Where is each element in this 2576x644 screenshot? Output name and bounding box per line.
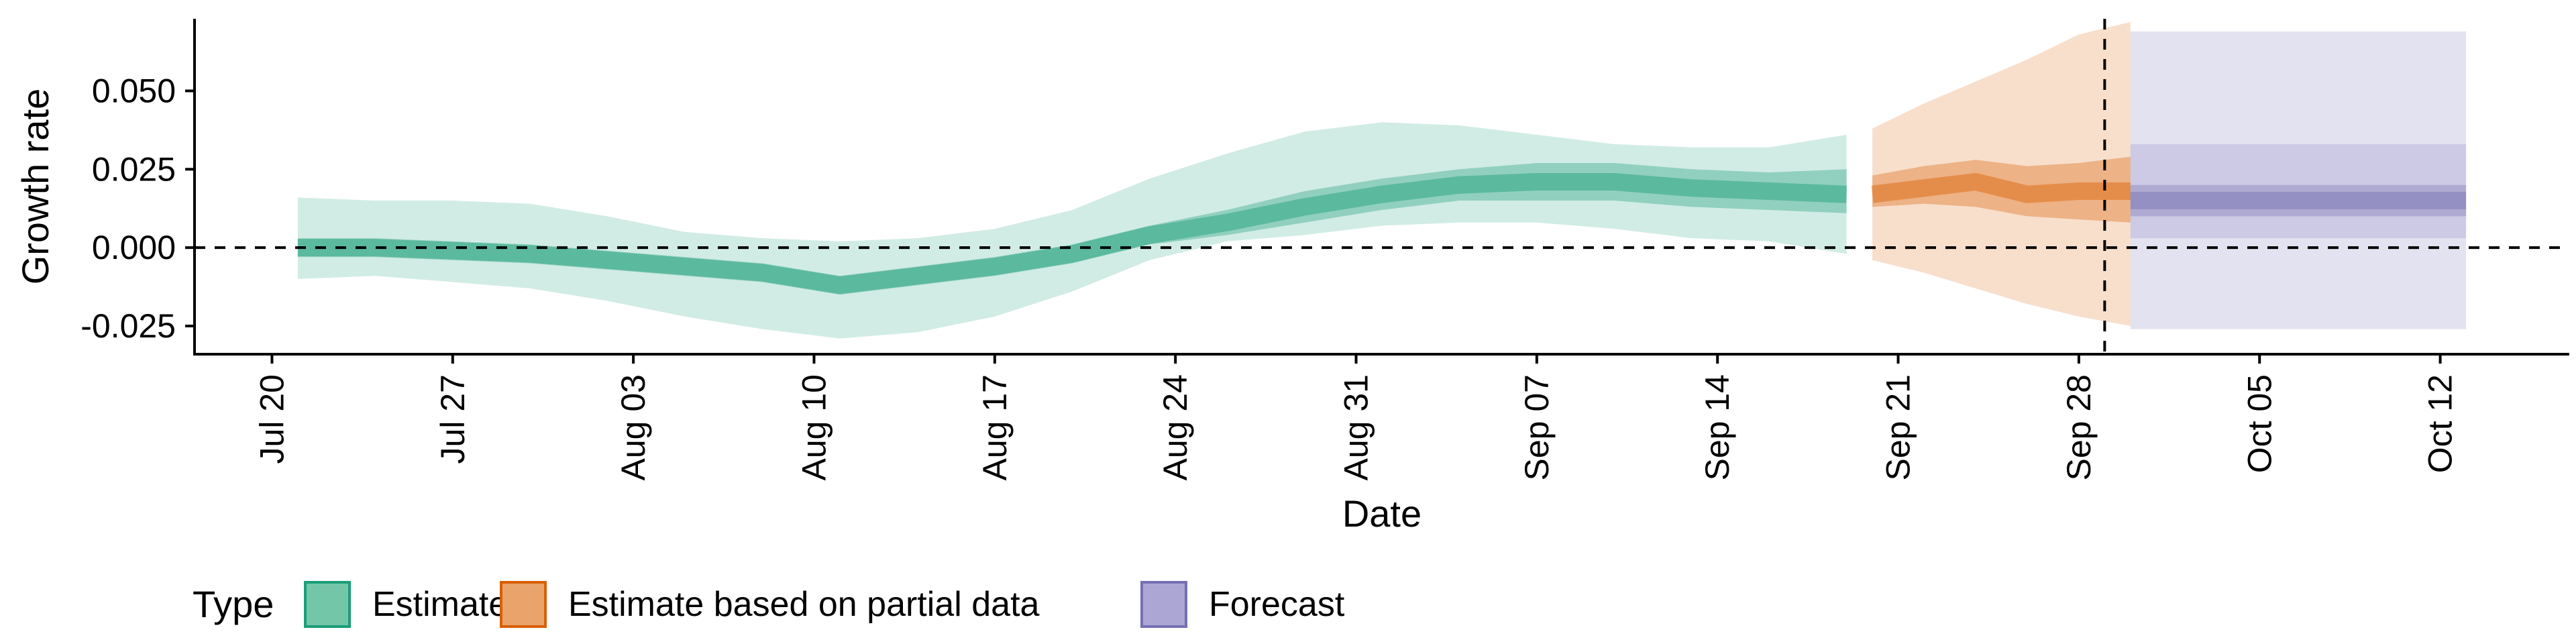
x-axis-title: Date — [1342, 492, 1421, 535]
legend-title: Type — [193, 583, 274, 625]
x-tick-label: Jul 27 — [434, 374, 472, 464]
y-tick-label: 0.050 — [92, 72, 176, 109]
x-tick-label: Aug 10 — [795, 374, 833, 480]
x-tick-label: Aug 24 — [1157, 374, 1194, 480]
x-tick-label: Sep 07 — [1518, 374, 1556, 480]
x-tick-label: Sep 14 — [1699, 374, 1736, 480]
forecast-90-band — [2130, 144, 2467, 239]
forecast-outer-band — [2130, 31, 2467, 329]
x-tick-label: Sep 21 — [1880, 374, 1917, 480]
x-tick-label: Aug 31 — [1338, 374, 1375, 480]
legend-swatch — [304, 581, 351, 628]
legend-label: Estimate — [372, 585, 508, 624]
x-tick-label: Oct 05 — [2241, 374, 2278, 473]
estimate-90-band — [297, 122, 1847, 339]
x-tick-label: Sep 28 — [2060, 374, 2098, 480]
legend-label: Forecast — [1209, 585, 1345, 624]
legend-swatch — [1140, 581, 1187, 628]
y-tick-label: 0.025 — [92, 150, 176, 188]
y-tick-label: 0.000 — [92, 229, 176, 266]
legend-label: Estimate based on partial data — [568, 585, 1040, 624]
estimate-based-on-partial-data-90-band — [1872, 21, 2131, 326]
estimate-based-on-partial-data-median-line — [1871, 173, 2131, 203]
labels-layer: Growth rate Date — [14, 89, 1421, 535]
axes-layer: -0.025 0.000 0.025 0.050 Jul 20 Jul 27 Aug 03 A… — [80, 19, 2569, 480]
reference-lines-layer — [195, 19, 2569, 354]
estimate-50-band — [297, 163, 1847, 295]
estimate-median-line — [297, 173, 1847, 294]
y-axis-title: Growth rate — [14, 89, 56, 285]
bands-layer — [297, 21, 2467, 339]
x-tick-label: Aug 03 — [614, 374, 652, 480]
estimate-based-on-partial-data-50-band — [1872, 156, 2131, 223]
forecast-50-band — [2130, 184, 2467, 217]
x-tick-label: Jul 20 — [253, 374, 290, 464]
x-tick-label: Oct 12 — [2422, 374, 2459, 473]
legend: Type Estimate Estimate based on partial d… — [193, 581, 1345, 628]
legend-swatch — [500, 581, 547, 628]
x-tick-label: Aug 17 — [976, 374, 1014, 480]
y-tick-label: -0.025 — [80, 307, 176, 345]
